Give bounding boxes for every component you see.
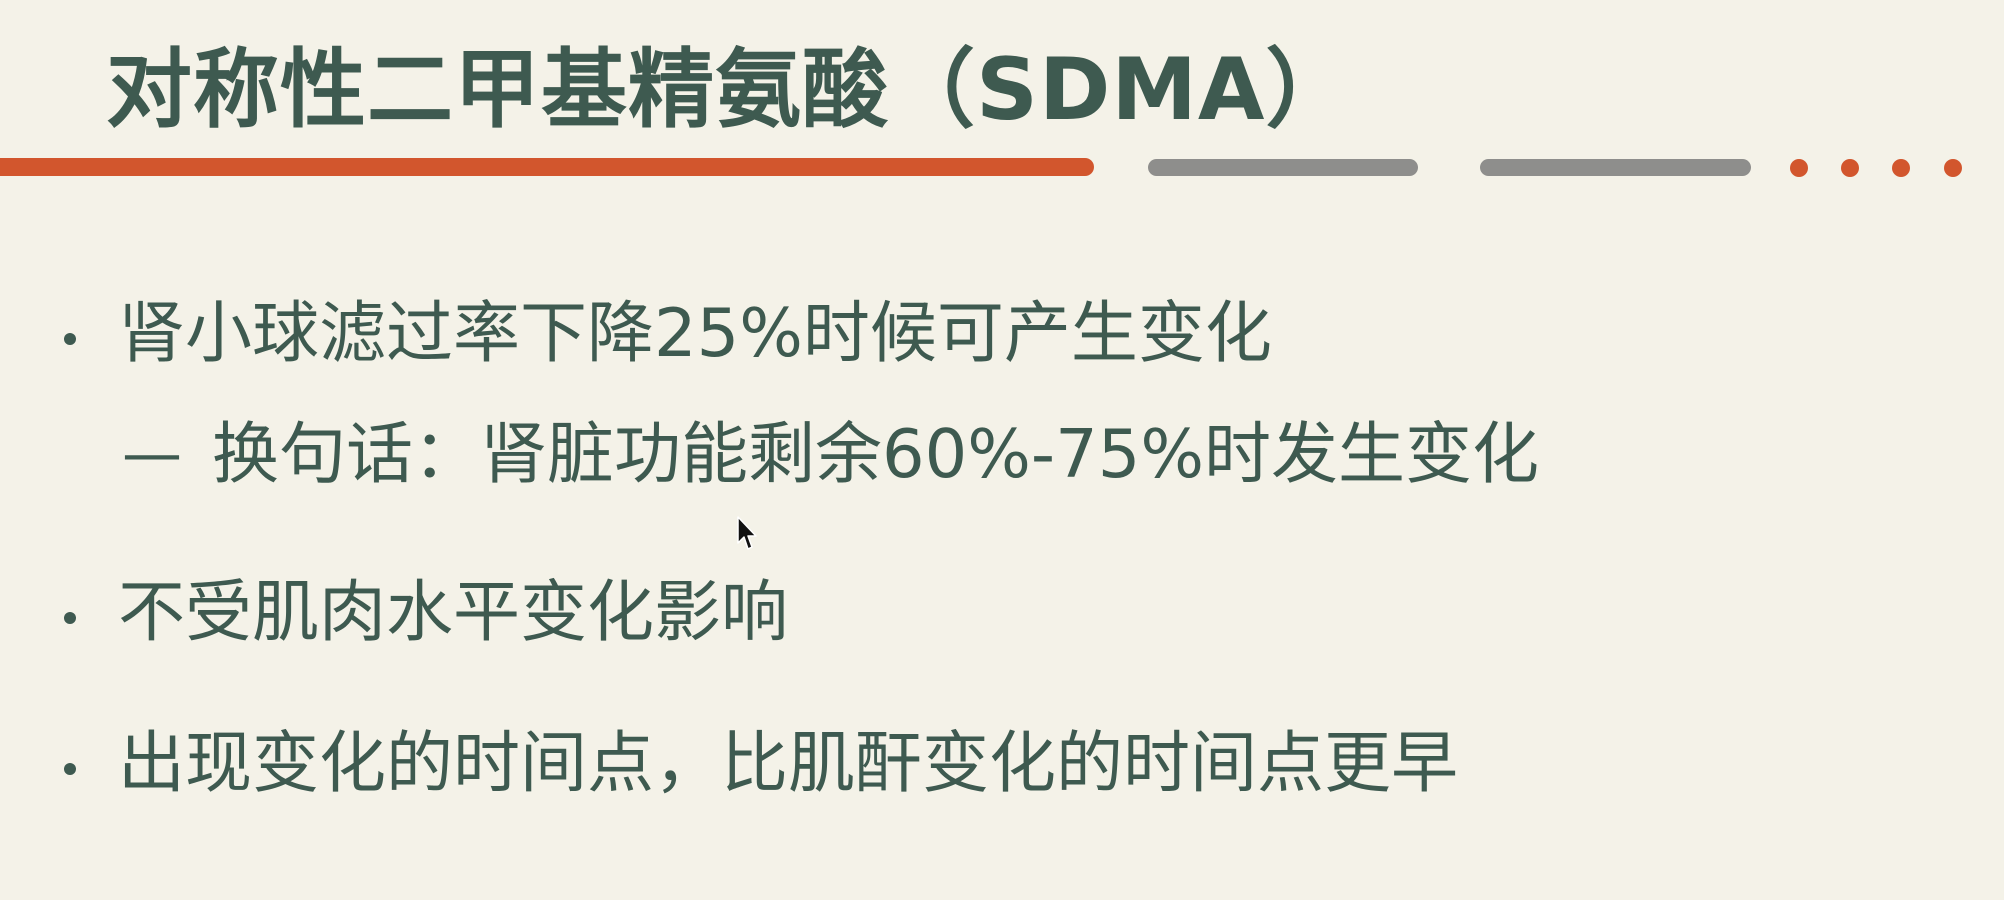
title-underline-gray-segment — [1148, 159, 1418, 176]
bullet-text: 不受肌肉水平变化影响 — [118, 573, 788, 651]
title-underline-dot — [1944, 159, 1962, 177]
title-underline-accent — [0, 158, 1094, 176]
sub-bullet-text: 换句话：肾脏功能剩余60%-75%时发生变化 — [212, 415, 1540, 493]
bullet-dot-icon — [64, 333, 76, 345]
mouse-pointer-icon — [737, 516, 757, 550]
bullet-dot-icon — [64, 612, 76, 624]
title-underline-dot — [1892, 159, 1910, 177]
slide-title: 对称性二甲基精氨酸（SDMA） — [106, 40, 1353, 140]
title-underline-gray-segment — [1480, 159, 1751, 176]
bullet-text: 出现变化的时间点，比肌酐变化的时间点更早 — [118, 724, 1458, 802]
sub-bullet-dash: — — [122, 419, 182, 489]
title-underline-dot — [1790, 159, 1808, 177]
bullet-text: 肾小球滤过率下降25%时候可产生变化 — [118, 294, 1272, 372]
bullet-dot-icon — [64, 763, 76, 775]
title-underline-dot — [1841, 159, 1859, 177]
